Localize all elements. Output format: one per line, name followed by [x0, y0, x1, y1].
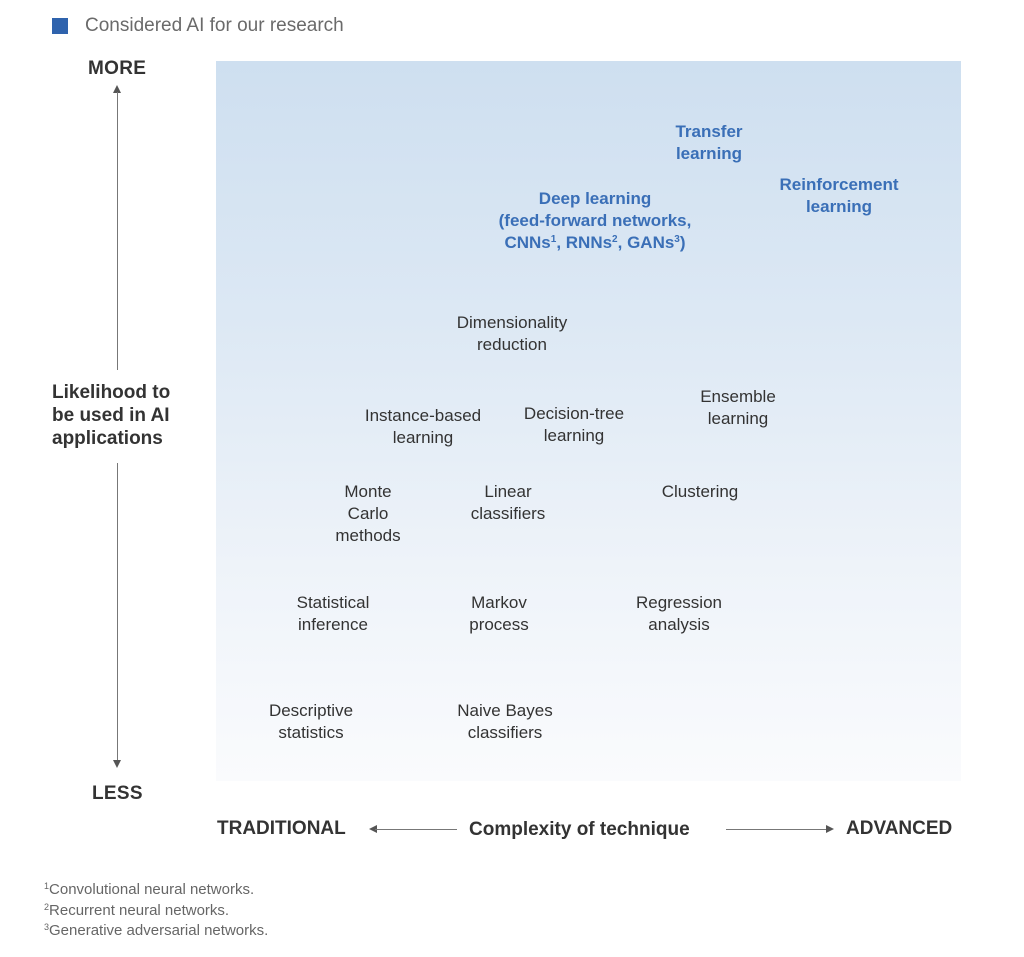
technique-label-line: Carlo — [347, 504, 389, 523]
technique-markov-process: Markov process — [469, 592, 529, 636]
technique-label-line: Dimensionality — [456, 313, 568, 332]
legend-swatch — [52, 18, 68, 34]
y-axis-high-label: MORE — [88, 58, 147, 79]
technique-label-line: Naive Bayes — [457, 701, 553, 720]
technique-descriptive-statistics: Descriptive statistics — [269, 700, 353, 744]
technique-label-line: Markov — [471, 593, 527, 612]
technique-label-line: learning — [543, 426, 605, 445]
technique-label-line: Reinforcement — [779, 175, 899, 194]
arrow-right-icon — [826, 825, 834, 833]
footnote-mark: 3 — [44, 922, 50, 932]
technique-label-line: Descriptive — [268, 701, 354, 720]
technique-label-line: methods — [335, 526, 401, 545]
technique-instance-based-learning: Instance-based learning — [365, 405, 481, 449]
technique-dimensionality-reduction: Dimensionality reduction — [457, 312, 568, 356]
footnote-text: Convolutional neural networks. — [49, 881, 255, 898]
x-axis-line-left — [375, 829, 457, 830]
technique-label-line: Instance-based — [364, 406, 482, 425]
technique-linear-classifiers: Linear classifiers — [471, 481, 546, 525]
technique-label-line: learning — [392, 428, 454, 447]
technique-label-line: Deep learning — [538, 189, 652, 208]
technique-regression-analysis: Regression analysis — [636, 592, 722, 636]
technique-reinforcement-learning: Reinforcement learning — [779, 174, 898, 218]
footnotes: 1Convolutional neural networks. 2Recurre… — [44, 880, 268, 942]
technique-label-line: Statistical — [296, 593, 370, 612]
technique-label-line: (feed-forward networks, — [498, 211, 692, 230]
technique-deep-learning: Deep learning (feed-forward networks, CNNs… — [499, 188, 692, 254]
technique-label-line: learning — [675, 144, 743, 163]
technique-label-line: analysis — [648, 615, 710, 634]
technique-label-line: Linear — [484, 482, 532, 501]
footnote: 1Convolutional neural networks. — [44, 880, 268, 901]
footnote-text: Generative adversarial networks. — [49, 922, 269, 939]
technique-naive-bayes-classifiers: Naive Bayes classifiers — [457, 700, 552, 744]
technique-ensemble-learning: Ensemble learning — [700, 386, 776, 430]
technique-transfer-learning: Transfer learning — [675, 121, 742, 165]
technique-label-line: CNNs1, RNNs2, GANs3) — [504, 233, 686, 252]
y-axis-title: Likelihood to be used in AI applications — [52, 382, 171, 449]
technique-label-line: reduction — [477, 335, 547, 354]
arrow-up-icon — [113, 85, 121, 93]
arrow-down-icon — [113, 760, 121, 768]
technique-label-line: statistics — [278, 723, 344, 742]
technique-clustering: Clustering — [662, 481, 739, 503]
footnote: 2Recurrent neural networks. — [44, 901, 268, 922]
technique-label-line: process — [469, 615, 529, 634]
y-axis-low-label: LESS — [92, 783, 143, 804]
technique-monte-carlo-methods: Monte Carlo methods — [335, 481, 400, 547]
technique-label-line: Ensemble — [700, 387, 776, 406]
legend-label: Considered AI for our research — [85, 15, 344, 36]
arrow-left-icon — [369, 825, 377, 833]
technique-label-line: inference — [298, 615, 368, 634]
technique-label-line: classifiers — [467, 723, 543, 742]
technique-label-line: Regression — [636, 593, 722, 612]
footnote-text: Recurrent neural networks. — [49, 901, 230, 919]
footnote-mark: 2 — [44, 901, 50, 912]
technique-label-line: Transfer — [675, 122, 743, 141]
technique-decision-tree-learning: Decision-tree learning — [524, 403, 624, 447]
technique-label-line: Monte — [344, 482, 392, 501]
x-axis-title: Complexity of technique — [469, 819, 690, 840]
plot-area — [216, 61, 961, 781]
x-axis-line-right — [726, 829, 826, 830]
x-axis-low-label: TRADITIONAL — [217, 818, 346, 839]
y-axis-line-lower — [117, 463, 118, 763]
technique-label-line: learning — [707, 409, 769, 428]
x-axis-high-label: ADVANCED — [846, 818, 953, 839]
technique-label-line: Clustering — [661, 482, 739, 501]
footnote-mark: 1 — [44, 881, 50, 891]
footnote: 3Generative adversarial networks. — [44, 921, 268, 942]
legend: Considered AI for our research — [52, 15, 344, 37]
technique-label-line: Decision-tree — [523, 404, 625, 423]
technique-statistical-inference: Statistical inference — [297, 592, 370, 636]
y-axis-line-upper — [117, 92, 118, 370]
technique-label-line: learning — [805, 197, 873, 216]
technique-label-line: classifiers — [470, 504, 546, 523]
